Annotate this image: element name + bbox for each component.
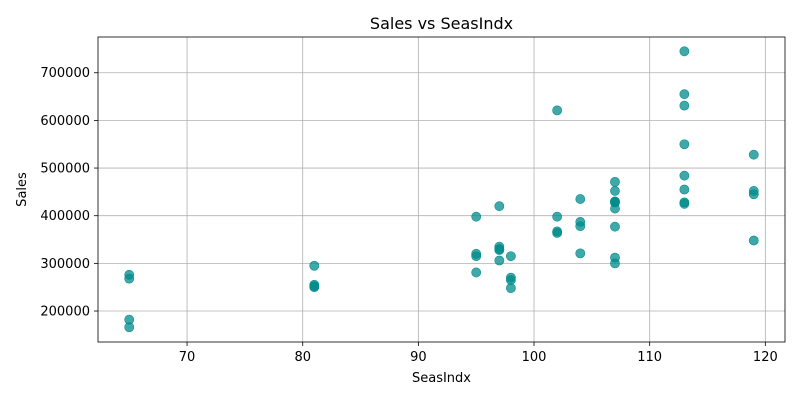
data-point <box>505 251 516 262</box>
chart-title: Sales vs SeasIndx <box>370 14 513 33</box>
data-point <box>494 255 505 266</box>
y-tick-label: 500000 <box>40 162 90 177</box>
data-point <box>679 198 690 209</box>
data-point <box>679 46 690 57</box>
data-point <box>748 235 759 246</box>
data-point <box>679 100 690 111</box>
data-point <box>679 89 690 100</box>
data-point <box>610 186 620 196</box>
data-point <box>575 248 586 259</box>
data-point <box>610 258 620 269</box>
x-tick-label: 120 <box>753 350 778 365</box>
data-point <box>494 201 505 212</box>
data-point <box>679 184 690 195</box>
data-point <box>124 273 135 284</box>
data-point <box>679 170 690 181</box>
data-point <box>552 211 563 222</box>
data-point <box>610 196 620 207</box>
data-point <box>471 267 482 278</box>
x-tick-label: 100 <box>522 350 547 365</box>
data-point <box>679 139 690 150</box>
data-points <box>124 46 759 333</box>
data-point <box>471 251 482 262</box>
x-tick-label: 70 <box>179 350 196 365</box>
y-axis-label: Sales <box>15 172 30 207</box>
x-tick-label: 110 <box>637 350 662 365</box>
data-point <box>309 282 320 293</box>
x-axis-label: SeasIndx <box>412 371 471 386</box>
data-point <box>575 194 586 204</box>
data-point <box>552 105 563 116</box>
data-point <box>748 189 759 200</box>
data-point <box>552 227 563 238</box>
data-point <box>471 211 482 222</box>
y-tick-label: 400000 <box>40 209 90 224</box>
x-axis-ticks: 70 80 90 100 110 120 <box>179 342 778 365</box>
x-tick-label: 90 <box>410 350 427 365</box>
data-point <box>748 149 759 160</box>
data-point <box>575 221 586 232</box>
y-tick-label: 700000 <box>40 66 90 81</box>
grid-lines <box>98 37 785 342</box>
plot-frame <box>97 36 786 343</box>
data-point <box>494 244 505 254</box>
y-tick-label: 200000 <box>40 305 90 320</box>
data-point <box>610 176 620 187</box>
data-point <box>610 221 620 232</box>
data-point <box>124 322 135 333</box>
x-tick-label: 80 <box>294 350 311 365</box>
data-point <box>505 283 516 294</box>
data-point <box>309 260 320 271</box>
y-tick-label: 300000 <box>40 257 90 272</box>
y-axis-ticks: 200000 300000 400000 500000 600000 700000 <box>40 66 98 320</box>
y-tick-label: 600000 <box>40 114 90 129</box>
